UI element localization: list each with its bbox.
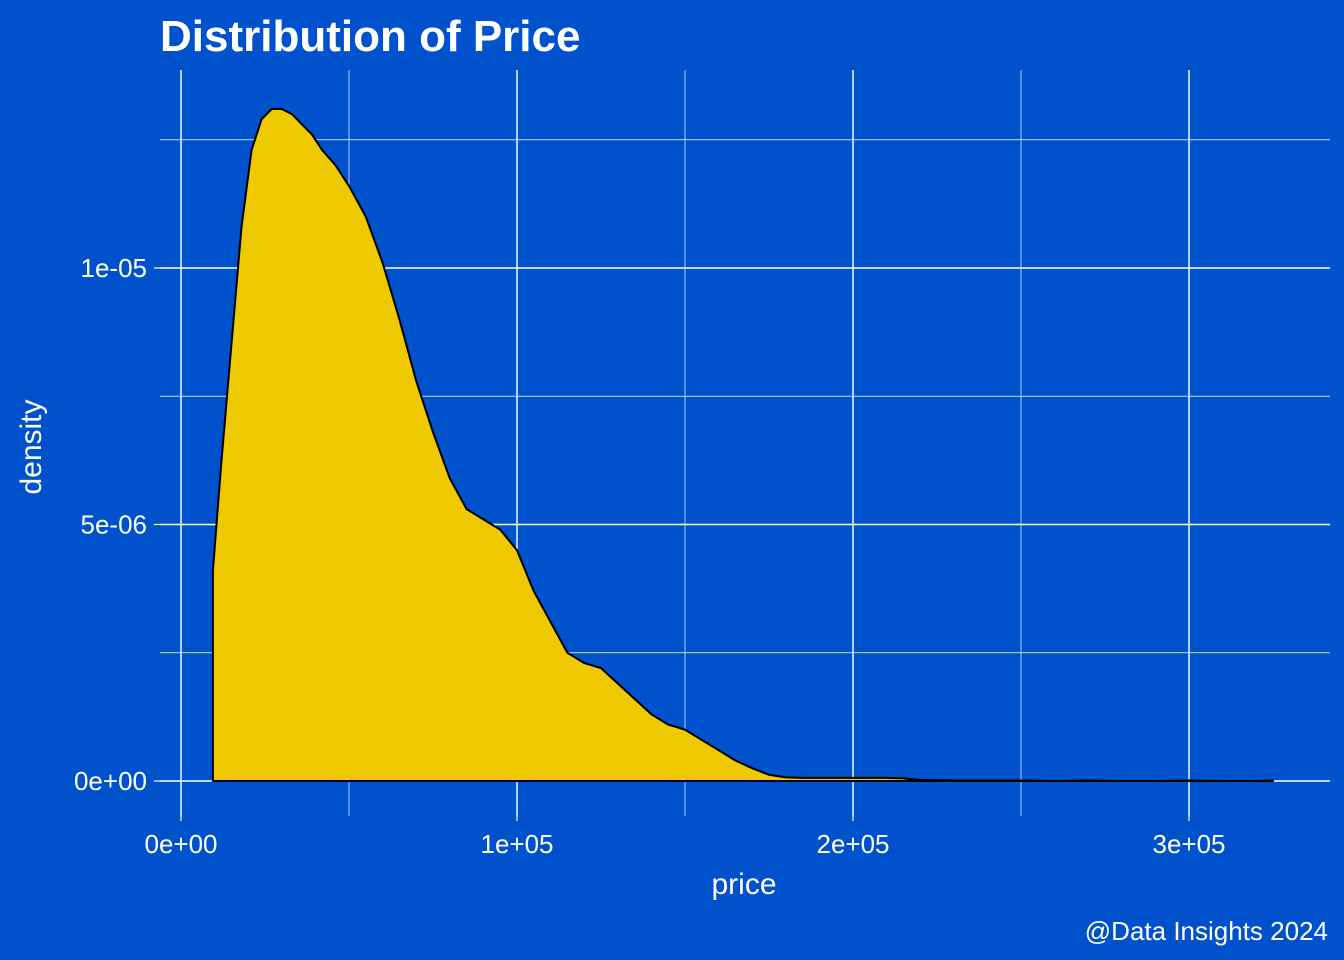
plot-area — [211, 108, 1274, 782]
y-tick-label: 0e+00 — [74, 766, 147, 796]
y-axis-title: density — [15, 399, 48, 494]
x-tick-label: 2e+05 — [816, 829, 889, 859]
x-tick-label: 1e+05 — [480, 829, 553, 859]
y-tick-label: 1e-05 — [81, 253, 148, 283]
density-area — [211, 108, 1274, 782]
x-tick-label: 0e+00 — [144, 829, 217, 859]
y-axis: 0e+00 5e-06 1e-05 — [74, 253, 160, 796]
x-tick-label: 3e+05 — [1152, 829, 1225, 859]
y-tick-label: 5e-06 — [81, 510, 148, 540]
chart-title: Distribution of Price — [160, 12, 580, 61]
x-axis: 0e+00 1e+05 2e+05 3e+05 — [144, 816, 1226, 859]
x-axis-title: price — [711, 868, 776, 901]
chart-caption: @Data Insights 2024 — [1085, 916, 1328, 946]
